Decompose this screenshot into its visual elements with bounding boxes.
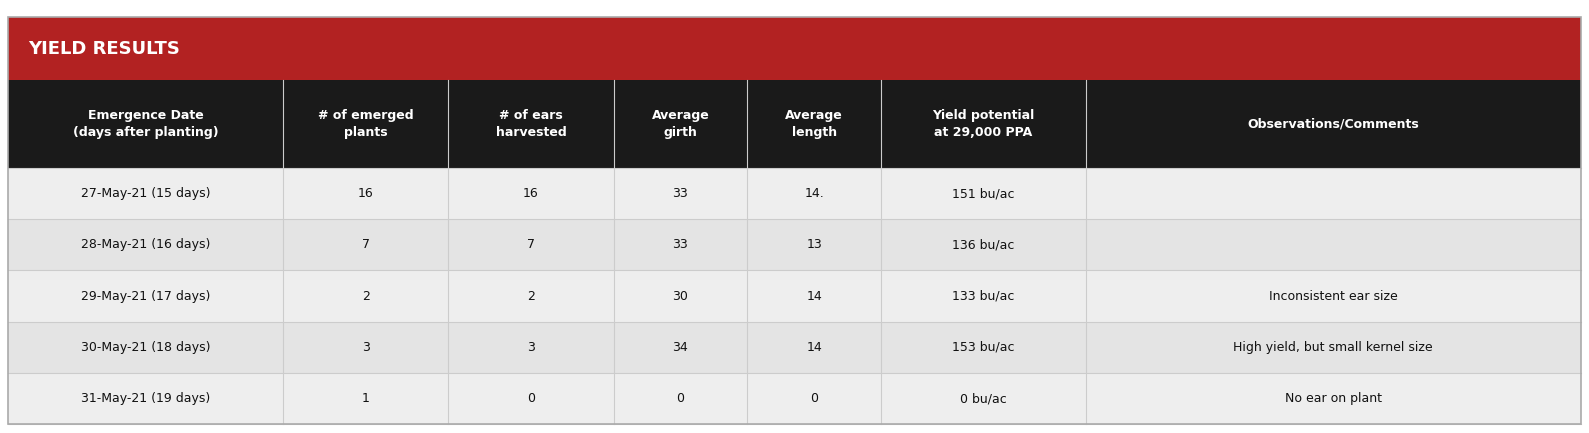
Text: 30-May-21 (18 days): 30-May-21 (18 days) [81, 341, 210, 354]
Text: Average
length: Average length [785, 109, 844, 139]
Text: 33: 33 [672, 238, 688, 251]
FancyBboxPatch shape [8, 81, 1581, 168]
Text: 133 bu/ac: 133 bu/ac [952, 290, 1014, 303]
FancyBboxPatch shape [8, 271, 1581, 322]
Text: 0 bu/ac: 0 bu/ac [960, 392, 1007, 405]
Text: YIELD RESULTS: YIELD RESULTS [29, 40, 181, 58]
Text: 153 bu/ac: 153 bu/ac [952, 341, 1014, 354]
Text: Yield potential
at 29,000 PPA: Yield potential at 29,000 PPA [933, 109, 1034, 139]
Text: Inconsistent ear size: Inconsistent ear size [1270, 290, 1398, 303]
Text: 0: 0 [810, 392, 818, 405]
Text: Observations/Comments: Observations/Comments [1247, 118, 1419, 131]
Text: 29-May-21 (17 days): 29-May-21 (17 days) [81, 290, 210, 303]
Text: 7: 7 [528, 238, 535, 251]
Text: No ear on plant: No ear on plant [1286, 392, 1382, 405]
Text: 7: 7 [362, 238, 370, 251]
Text: 0: 0 [528, 392, 535, 405]
Text: 2: 2 [362, 290, 370, 303]
Text: 16: 16 [523, 187, 539, 200]
Text: Emergence Date
(days after planting): Emergence Date (days after planting) [73, 109, 218, 139]
Text: 33: 33 [672, 187, 688, 200]
FancyBboxPatch shape [8, 373, 1581, 424]
Text: # of emerged
plants: # of emerged plants [318, 109, 413, 139]
Text: 136 bu/ac: 136 bu/ac [952, 238, 1014, 251]
Text: 14: 14 [806, 290, 822, 303]
FancyBboxPatch shape [8, 168, 1581, 219]
Text: 14: 14 [806, 341, 822, 354]
Text: 2: 2 [528, 290, 535, 303]
Text: 28-May-21 (16 days): 28-May-21 (16 days) [81, 238, 210, 251]
Text: 34: 34 [672, 341, 688, 354]
Text: # of ears
harvested: # of ears harvested [496, 109, 566, 139]
Text: 30: 30 [672, 290, 688, 303]
Text: 1: 1 [362, 392, 370, 405]
FancyBboxPatch shape [8, 322, 1581, 373]
Text: 151 bu/ac: 151 bu/ac [952, 187, 1014, 200]
Text: 13: 13 [806, 238, 822, 251]
Text: High yield, but small kernel size: High yield, but small kernel size [1233, 341, 1433, 354]
Text: 16: 16 [358, 187, 373, 200]
Text: 0: 0 [677, 392, 685, 405]
Text: 3: 3 [362, 341, 370, 354]
Text: Average
girth: Average girth [651, 109, 709, 139]
FancyBboxPatch shape [8, 219, 1581, 271]
FancyBboxPatch shape [8, 17, 1581, 81]
Text: 14.: 14. [804, 187, 825, 200]
Text: 3: 3 [528, 341, 535, 354]
Text: 31-May-21 (19 days): 31-May-21 (19 days) [81, 392, 210, 405]
Text: 27-May-21 (15 days): 27-May-21 (15 days) [81, 187, 210, 200]
